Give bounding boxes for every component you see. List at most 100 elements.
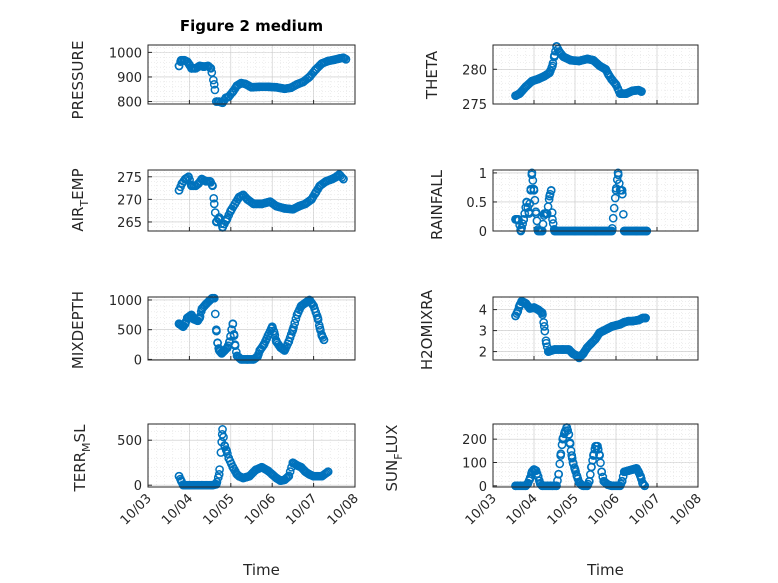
data-point bbox=[319, 335, 329, 345]
data-point bbox=[211, 97, 221, 106]
data-point bbox=[209, 293, 219, 303]
data-point bbox=[309, 471, 318, 481]
data-point bbox=[305, 72, 314, 82]
x-tick-label: 10/05 bbox=[545, 491, 582, 528]
axes-border bbox=[492, 169, 699, 232]
data-point bbox=[269, 328, 279, 338]
data-point bbox=[511, 481, 520, 491]
y-tick-label: 0 bbox=[479, 225, 487, 240]
data-point bbox=[205, 295, 215, 305]
data-point bbox=[582, 481, 592, 491]
data-point bbox=[619, 317, 629, 327]
data-point bbox=[271, 82, 281, 92]
y-axis-label: MIXDEPTH bbox=[69, 291, 87, 369]
data-series bbox=[174, 170, 348, 232]
data-point bbox=[595, 328, 604, 338]
data-point bbox=[213, 338, 222, 348]
data-point bbox=[187, 310, 196, 320]
data-point bbox=[226, 206, 236, 216]
data-point bbox=[195, 313, 205, 323]
data-point bbox=[595, 451, 604, 460]
data-point bbox=[214, 213, 224, 222]
subplot-air-temp: 265 270 275 AIRTEMP bbox=[69, 168, 356, 232]
x-tick-label: 10/07 bbox=[627, 491, 664, 528]
data-point bbox=[218, 425, 227, 434]
x-tick-label: 10/04 bbox=[504, 491, 541, 528]
x-tick-label: 10/08 bbox=[325, 491, 362, 528]
data-point bbox=[589, 55, 598, 65]
data-point bbox=[271, 201, 281, 211]
data-point bbox=[265, 197, 275, 206]
data-series bbox=[511, 296, 650, 363]
data-point bbox=[222, 215, 232, 225]
data-point bbox=[257, 199, 267, 209]
axes-border bbox=[147, 423, 356, 488]
y-tick-label: 1 bbox=[479, 167, 487, 182]
data-point bbox=[189, 314, 198, 324]
data-point bbox=[184, 172, 193, 182]
data-point bbox=[548, 481, 557, 491]
data-point bbox=[545, 191, 554, 201]
data-point bbox=[637, 87, 646, 96]
data-point bbox=[280, 84, 289, 94]
data-point bbox=[548, 61, 557, 71]
data-point bbox=[327, 174, 337, 184]
data-point bbox=[511, 91, 520, 101]
data-point bbox=[236, 355, 246, 364]
x-tick-label: 10/08 bbox=[668, 491, 705, 528]
y-tick-label: 900 bbox=[117, 71, 142, 86]
data-series bbox=[174, 425, 333, 490]
data-point bbox=[582, 54, 592, 64]
data-point bbox=[545, 68, 554, 78]
data-point bbox=[201, 176, 211, 186]
data-point bbox=[578, 349, 588, 359]
data-point bbox=[515, 89, 525, 98]
data-point bbox=[259, 340, 269, 349]
data-point bbox=[619, 209, 628, 219]
data-point bbox=[245, 471, 254, 481]
data-point bbox=[539, 209, 549, 218]
data-point bbox=[593, 441, 602, 451]
data-point bbox=[623, 316, 633, 326]
data-point bbox=[211, 325, 221, 335]
data-point bbox=[568, 349, 578, 359]
axes-border bbox=[147, 44, 356, 105]
y-axis-label: AIRTEMP bbox=[69, 168, 91, 231]
data-point bbox=[234, 471, 244, 481]
data-point bbox=[565, 439, 575, 449]
data-point bbox=[555, 459, 565, 469]
y-tick-label: 270 bbox=[117, 193, 142, 208]
y-tick-label: 0 bbox=[134, 353, 142, 368]
data-point bbox=[255, 82, 265, 92]
data-point bbox=[187, 64, 196, 73]
y-axis-label: RAINFALL bbox=[428, 169, 446, 240]
axes-border bbox=[492, 423, 699, 488]
data-point bbox=[229, 331, 239, 340]
data-point bbox=[550, 345, 559, 354]
x-axis-label: Time bbox=[586, 561, 624, 579]
data-point bbox=[247, 82, 256, 92]
data-point bbox=[521, 298, 531, 308]
data-point bbox=[176, 476, 186, 486]
subplot-theta: 275 280 THETA bbox=[423, 42, 699, 113]
x-tick-label: 10/03 bbox=[118, 491, 155, 528]
data-point bbox=[531, 209, 541, 218]
data-point bbox=[284, 337, 294, 346]
data-point bbox=[317, 331, 327, 340]
data-series bbox=[511, 423, 650, 491]
data-point bbox=[315, 181, 325, 191]
data-point bbox=[589, 451, 598, 460]
data-point bbox=[537, 308, 547, 318]
x-axis-label: Time bbox=[242, 561, 280, 579]
data-point bbox=[285, 467, 295, 476]
chart-title: Figure 2 medium bbox=[180, 17, 323, 35]
data-point bbox=[556, 451, 566, 460]
y-tick-label: 275 bbox=[462, 98, 487, 113]
data-series bbox=[174, 293, 329, 364]
data-series bbox=[511, 42, 646, 101]
data-point bbox=[578, 481, 588, 491]
x-tick-label: 10/03 bbox=[463, 491, 500, 528]
data-point bbox=[341, 54, 351, 64]
data-point bbox=[195, 61, 205, 71]
y-tick-label: 200 bbox=[462, 433, 487, 448]
